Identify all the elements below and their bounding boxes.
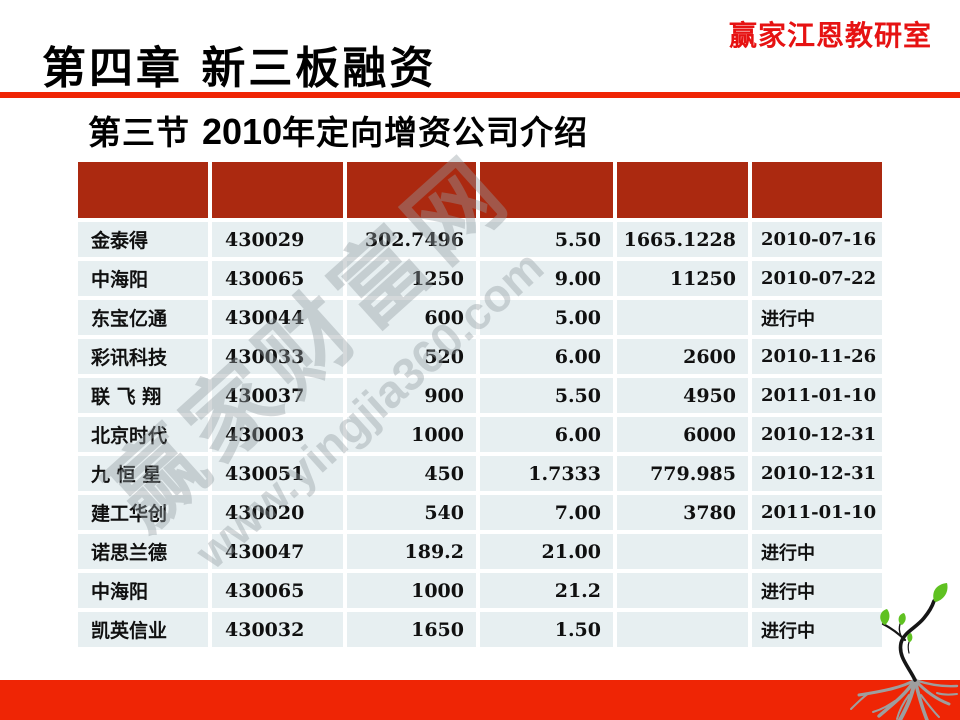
table-cell: 金泰得 bbox=[78, 222, 208, 257]
table-cell: 430065 bbox=[212, 261, 343, 296]
table-header-cell bbox=[752, 162, 882, 218]
section-title-rest: 年定向增资公司介绍 bbox=[282, 114, 589, 151]
table-cell: 中海阳 bbox=[78, 573, 208, 608]
table-cell: 11250 bbox=[617, 261, 748, 296]
table-header-cell bbox=[480, 162, 613, 218]
table-cell: 6.00 bbox=[480, 339, 613, 374]
table-cell: 1.50 bbox=[480, 612, 613, 647]
table-cell: 430044 bbox=[212, 300, 343, 335]
table-cell: 4950 bbox=[617, 378, 748, 413]
table-cell: 9.00 bbox=[480, 261, 613, 296]
brand-text: 赢家江恩教研室 bbox=[728, 19, 932, 52]
table-cell: 进行中 bbox=[752, 534, 882, 569]
table-cell: 6.00 bbox=[480, 417, 613, 452]
table-cell bbox=[617, 300, 748, 335]
table-cell: 进行中 bbox=[752, 300, 882, 335]
tree-decoration bbox=[850, 583, 959, 720]
table-cell: 430020 bbox=[212, 495, 343, 530]
section-title-year: 2010 bbox=[202, 111, 283, 152]
table-cell: 1250 bbox=[347, 261, 476, 296]
table-cell: 430037 bbox=[212, 378, 343, 413]
table-cell: 189.2 bbox=[347, 534, 476, 569]
table-cell: 5.50 bbox=[480, 378, 613, 413]
table-cell: 520 bbox=[347, 339, 476, 374]
table-cell: 600 bbox=[347, 300, 476, 335]
table-cell: 430029 bbox=[212, 222, 343, 257]
chapter-title: 第四章 新三板融资 bbox=[42, 43, 437, 94]
data-table: 金泰得 430029 302.7496 5.50 1665.1228 2010-07-16… bbox=[78, 162, 882, 647]
table-cell: 诺思兰德 bbox=[78, 534, 208, 569]
table-cell: 2600 bbox=[617, 339, 748, 374]
table-cell bbox=[617, 573, 748, 608]
table-cell: 1650 bbox=[347, 612, 476, 647]
table-cell bbox=[617, 534, 748, 569]
table-cell: 1665.1228 bbox=[617, 222, 748, 257]
section-title-prefix: 第三节 bbox=[88, 114, 190, 151]
table-cell: 2010-12-31 bbox=[752, 456, 882, 491]
table-header-cell bbox=[617, 162, 748, 218]
table-cell: 21.00 bbox=[480, 534, 613, 569]
table-header-cell bbox=[212, 162, 343, 218]
table-cell: 2010-07-16 bbox=[752, 222, 882, 257]
table-cell: 430065 bbox=[212, 573, 343, 608]
table-cell: 1000 bbox=[347, 417, 476, 452]
table-cell: 430051 bbox=[212, 456, 343, 491]
table-cell: 430047 bbox=[212, 534, 343, 569]
table-cell: 东宝亿通 bbox=[78, 300, 208, 335]
table-header-cell bbox=[347, 162, 476, 218]
section-title: 第三节 2010年定向增资公司介绍 bbox=[88, 106, 588, 154]
table-cell: 430033 bbox=[212, 339, 343, 374]
table-cell: 九 恒 星 bbox=[78, 456, 208, 491]
table-cell: 北京时代 bbox=[78, 417, 208, 452]
table-cell: 430003 bbox=[212, 417, 343, 452]
table-cell: 900 bbox=[347, 378, 476, 413]
table-cell: 2010-11-26 bbox=[752, 339, 882, 374]
table-cell: 彩讯科技 bbox=[78, 339, 208, 374]
table-cell: 2010-07-22 bbox=[752, 261, 882, 296]
table-cell: 2011-01-10 bbox=[752, 495, 882, 530]
table-cell: 5.50 bbox=[480, 222, 613, 257]
table-cell: 中海阳 bbox=[78, 261, 208, 296]
table-cell: 21.2 bbox=[480, 573, 613, 608]
table-cell: 1000 bbox=[347, 573, 476, 608]
table-cell: 进行中 bbox=[752, 573, 882, 608]
table-cell: 1.7333 bbox=[480, 456, 613, 491]
table-cell: 6000 bbox=[617, 417, 748, 452]
table-cell: 302.7496 bbox=[347, 222, 476, 257]
table-cell: 建工华创 bbox=[78, 495, 208, 530]
table-cell: 3780 bbox=[617, 495, 748, 530]
table-header-cell bbox=[78, 162, 208, 218]
table-cell: 进行中 bbox=[752, 612, 882, 647]
table-cell: 450 bbox=[347, 456, 476, 491]
footer-bar bbox=[0, 680, 960, 720]
table-cell: 联 飞 翔 bbox=[78, 378, 208, 413]
table-cell: 779.985 bbox=[617, 456, 748, 491]
table-cell: 540 bbox=[347, 495, 476, 530]
table-cell: 2011-01-10 bbox=[752, 378, 882, 413]
table-cell: 凯英信业 bbox=[78, 612, 208, 647]
table-cell bbox=[617, 612, 748, 647]
table-cell: 7.00 bbox=[480, 495, 613, 530]
divider-line bbox=[0, 92, 960, 98]
table-cell: 5.00 bbox=[480, 300, 613, 335]
table-cell: 2010-12-31 bbox=[752, 417, 882, 452]
table-cell: 430032 bbox=[212, 612, 343, 647]
